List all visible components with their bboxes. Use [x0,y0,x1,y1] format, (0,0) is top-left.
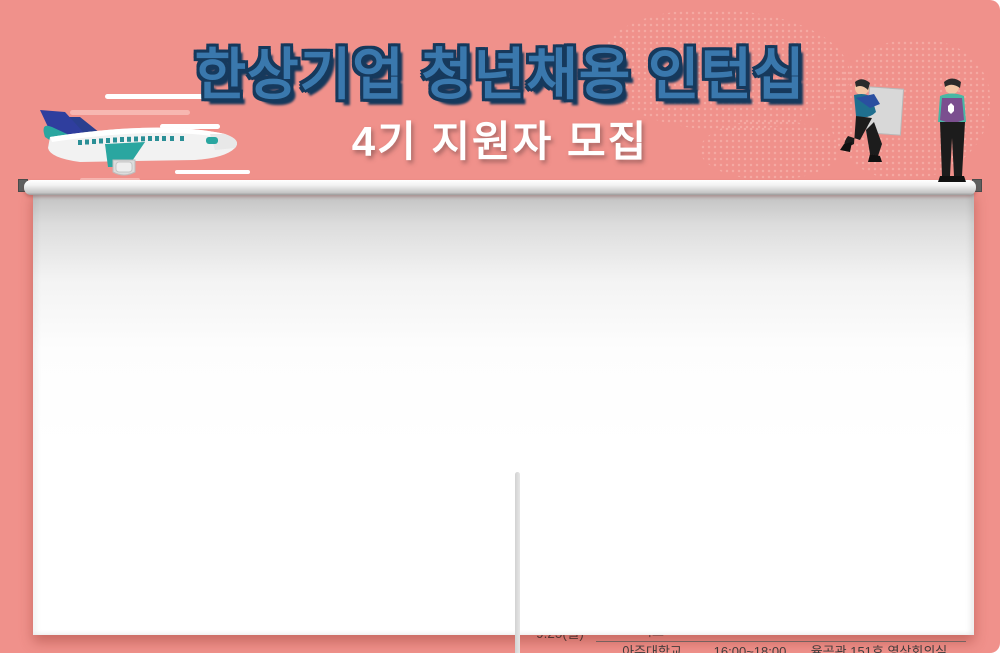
airplane-icon [40,94,250,182]
world-map-dots-icon [700,120,840,180]
page-subtitle: 4기 지원자 모집 [351,118,649,165]
roller-bar [24,180,976,195]
world-map-dots-icon [600,10,850,130]
page-title: 한상기업 청년채용 인턴십 [194,43,806,106]
reading-person-icon [938,78,966,182]
content-screen [33,189,974,653]
table-row: 아주대학교 16:00~18:00 율곡관 151호 영상회의실 [524,641,966,653]
people-icon [840,78,966,182]
column-divider [515,472,520,653]
running-person-icon [840,79,905,162]
